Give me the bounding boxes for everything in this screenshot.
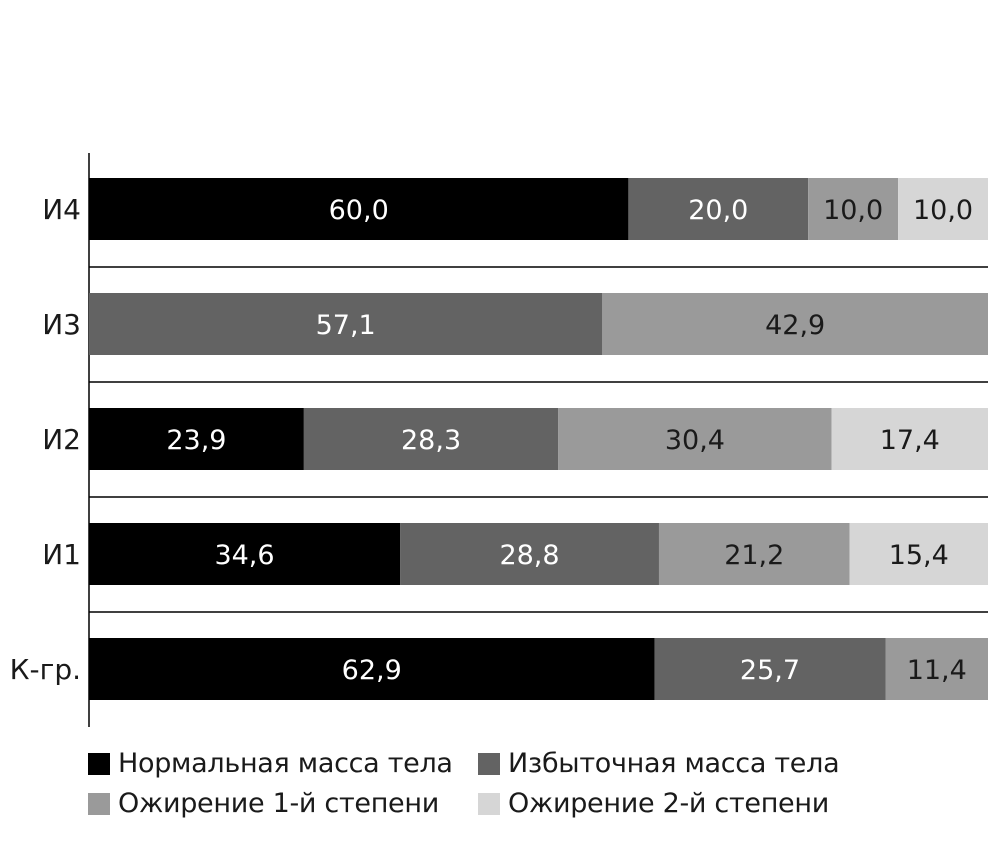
bar-segment (658, 523, 850, 585)
bar-segment (898, 178, 988, 240)
data-label: 28,3 (401, 425, 461, 456)
legend-swatch-normal (88, 752, 110, 775)
category-label: И3 (42, 308, 81, 341)
bar-segment (89, 638, 655, 700)
bar-segment (628, 178, 809, 240)
bar-segment (89, 523, 401, 585)
legend-item-obesity-2: Ожирение 2-й степени (478, 788, 829, 819)
bar-segment (400, 523, 659, 585)
data-label: 57,1 (316, 310, 376, 341)
category-label: И4 (42, 193, 81, 226)
bar-segment (89, 293, 603, 355)
category-label: И1 (42, 538, 81, 571)
data-label: 10,0 (823, 195, 883, 226)
data-label: 21,2 (724, 540, 784, 571)
data-label: 42,9 (765, 310, 825, 341)
bar-segment (808, 178, 899, 240)
legend-label-obesity-1: Ожирение 1-й степени (118, 788, 439, 819)
data-label: 34,6 (214, 540, 274, 571)
legend-label-normal: Нормальная масса тела (118, 748, 453, 779)
legend-label-overweight: Избыточная масса тела (508, 748, 840, 779)
data-label: 28,8 (499, 540, 559, 571)
legend-swatch-overweight (478, 752, 500, 775)
bar-segment (885, 638, 988, 700)
bar-segment (89, 178, 629, 240)
bar-segment (303, 408, 559, 470)
legend-swatch-obesity-2 (478, 792, 500, 815)
data-label: 17,4 (880, 425, 940, 456)
data-label: 25,7 (740, 655, 800, 686)
legend-label-obesity-2: Ожирение 2-й степени (508, 788, 829, 819)
bar-segment (89, 408, 304, 470)
bar-segment (849, 523, 988, 585)
data-label: 60,0 (329, 195, 389, 226)
bar-segment (602, 293, 988, 355)
data-label: 20,0 (688, 195, 748, 226)
data-label: 10,0 (913, 195, 973, 226)
legend-item-obesity-1: Ожирение 1-й степени (88, 788, 439, 819)
category-label: К-гр. (10, 653, 81, 686)
data-label: 15,4 (889, 540, 949, 571)
legend-item-overweight: Избыточная масса тела (478, 748, 840, 779)
bar-segment (831, 408, 988, 470)
data-label: 23,9 (166, 425, 226, 456)
bar-segment (654, 638, 886, 700)
data-label: 62,9 (342, 655, 402, 686)
data-label: 30,4 (665, 425, 725, 456)
bar-segment (558, 408, 832, 470)
legend-swatch-obesity-1 (88, 792, 110, 815)
legend-item-normal: Нормальная масса тела (88, 748, 453, 779)
data-label: 11,4 (907, 655, 967, 686)
category-label: И2 (42, 423, 81, 456)
